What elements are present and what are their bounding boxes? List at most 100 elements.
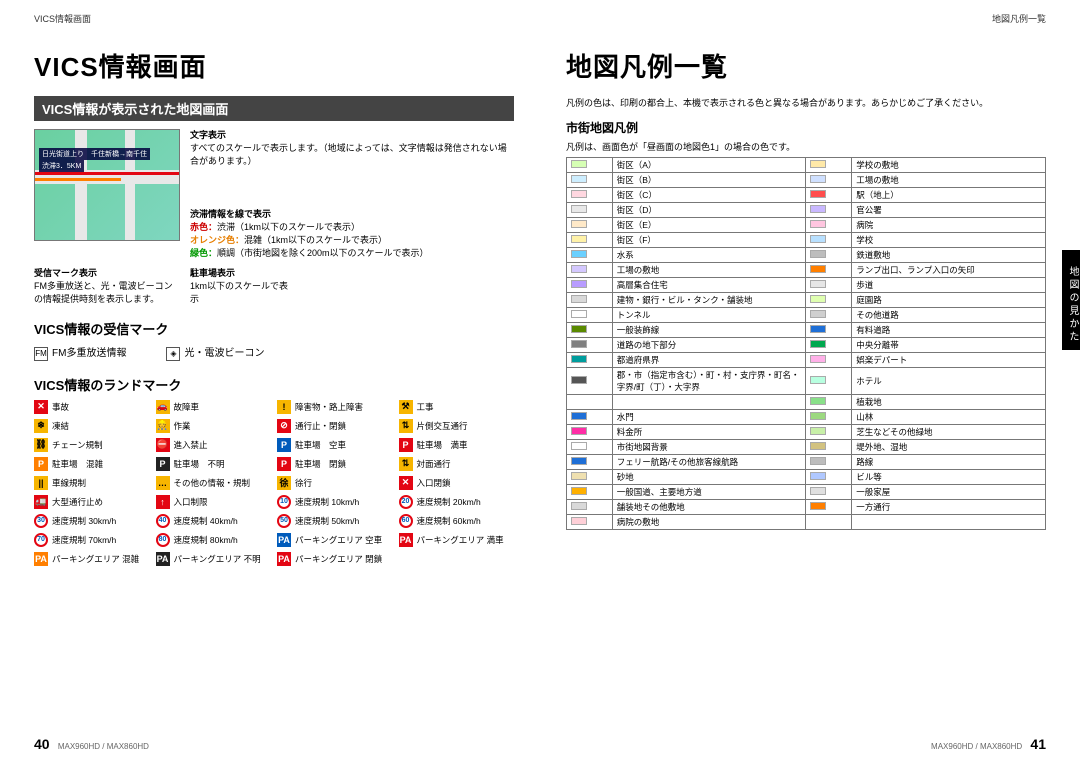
rx-label-text: FM多重放送情報 [52,348,126,359]
landmark-item: PAパーキングエリア 閉鎖 [277,552,393,566]
landmark-icon: ❄ [34,419,48,433]
landmark-icon: ↑ [156,495,170,509]
label-cell: 植栽地 [852,395,1046,410]
rx-label-text: 光・電波ビーコン [184,348,264,359]
swatch-cell [567,218,613,233]
label-cell: 路線 [852,455,1046,470]
swatch-cell [567,368,613,395]
landmark-item: 👷作業 [156,419,272,433]
swatch-cell [567,233,613,248]
table-row: 一般国道、主要地方道一般家屋 [567,485,1046,500]
map-text-column: 文字表示 すべてのスケールで表示します。（地域によっては、文字情報は発信されない… [190,129,514,260]
label-cell: 一方通行 [852,500,1046,515]
label-cell: 娯楽デパート [852,353,1046,368]
landmark-label: 速度規制 70km/h [52,534,116,546]
table-row: 水系鉄道敷地 [567,248,1046,263]
swatch-cell [806,173,852,188]
table-row: 街区（A）学校の敷地 [567,158,1046,173]
right-page: 地図凡例一覧 地図凡例一覧 凡例の色は、印刷の都合上、本機で表示される色と異なる… [540,0,1080,766]
moji-text: すべてのスケールで表示します。（地域によっては、文字情報は発信されない場合があり… [190,142,514,168]
landmark-icon: PA [156,552,170,566]
swatch-cell [567,293,613,308]
landmark-label: 入口閉鎖 [417,477,451,489]
landmark-icon: PA [277,552,291,566]
table-row: 街区（C）駅（地上） [567,188,1046,203]
swatch-cell [567,158,613,173]
page-number-left: 40 [34,736,50,752]
landmark-icon: 60 [399,514,413,528]
landmark-label: 入口制限 [174,496,208,508]
landmark-item: ❄凍結 [34,419,150,433]
landmark-icon: ⛔ [156,438,170,452]
landmark-label: 事故 [52,401,69,413]
header-right: 地図凡例一覧 [566,12,1046,25]
landmark-icon: P [156,457,170,471]
landmark-icon: 20 [399,495,413,509]
table-row: 街区（D）官公署 [567,203,1046,218]
landmark-item: P駐車場 不明 [156,457,272,471]
landmark-icon: 70 [34,533,48,547]
label-cell: 高層集合住宅 [612,278,806,293]
table-row: 街区（E）病院 [567,218,1046,233]
label-cell: 駅（地上） [852,188,1046,203]
lm-title: VICS情報のランドマーク [34,375,514,394]
landmark-label: パーキングエリア 混雑 [52,553,139,565]
table-row: 病院の敷地 [567,515,1046,530]
swatch-cell [806,425,852,440]
swatch-cell [806,278,852,293]
jutai-red: 赤色：渋滞（1km以下のスケールで表示） [190,221,514,234]
landmark-label: 対面通行 [417,458,451,470]
label-cell: 舗装地その他敷地 [612,500,806,515]
moji-label: 文字表示 [190,129,514,142]
legend-sub: 凡例は、画面色が「昼画面の地図色1」の場合の色です。 [566,140,1046,153]
swatch-cell [567,323,613,338]
label-cell: 有料道路 [852,323,1046,338]
landmark-label: 車線規制 [52,477,86,489]
swatch-cell [567,173,613,188]
landmark-icon: … [156,476,170,490]
label-cell: 堤外地、湿地 [852,440,1046,455]
swatch-cell [567,188,613,203]
swatch-cell [806,368,852,395]
table-row: 街区（B）工場の敷地 [567,173,1046,188]
map-callout-1: 日光街道上り 千住新橋→南千住 [39,148,150,160]
label-cell: 一般国道、主要地方道 [612,485,806,500]
page-number-right: 41 [1030,736,1046,752]
landmark-label: 故障車 [174,401,200,413]
table-row: トンネルその他道路 [567,308,1046,323]
header-left: VICS情報画面 [34,12,514,25]
footer-model-left: MAX960HD / MAX860HD [58,742,149,751]
landmark-label: 大型通行止め [52,496,103,508]
swatch-cell [806,485,852,500]
landmark-item: P駐車場 混雑 [34,457,150,471]
landmark-label: 駐車場 満車 [417,439,468,451]
side-tab: 地図の見かた [1062,250,1080,350]
landmark-icon: P [399,438,413,452]
landmark-icon: P [34,457,48,471]
landmark-label: 速度規制 80km/h [174,534,238,546]
landmark-label: 進入禁止 [174,439,208,451]
landmark-icon: 30 [34,514,48,528]
landmark-item: ⊘通行止・閉鎖 [277,419,393,433]
pk-label: 駐車場表示 [190,266,290,279]
label-cell: 庭園路 [852,293,1046,308]
table-row: 水門山林 [567,410,1046,425]
swatch-cell [567,278,613,293]
landmark-item: ↑ 入口制限 [156,495,272,509]
landmark-item: PAパーキングエリア 満車 [399,533,515,547]
rx-icon: ◈ [166,347,180,361]
label-cell: ホテル [852,368,1046,395]
landmark-icon: ⇅ [399,457,413,471]
table-row: 舗装地その他敷地 一方通行 [567,500,1046,515]
rx-title: VICS情報の受信マーク [34,319,514,338]
map-block: 日光街道上り 千住新橋→南千住 渋滞3．5KM 文字表示 すべてのスケールで表示… [34,129,514,260]
label-cell [852,515,1046,530]
landmark-item: !障害物・路上障害 [277,400,393,414]
label-cell: 工場の敷地 [852,173,1046,188]
table-row: 高層集合住宅歩道 [567,278,1046,293]
swatch-cell [806,233,852,248]
label-cell: 一般装飾線 [612,323,806,338]
swatch-cell [567,485,613,500]
landmark-icon: PA [399,533,413,547]
label-cell: 砂地 [612,470,806,485]
